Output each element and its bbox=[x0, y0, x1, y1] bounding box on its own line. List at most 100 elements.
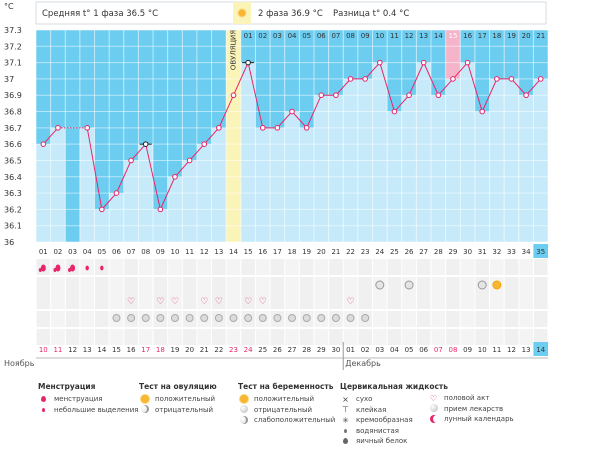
pill-icon bbox=[361, 314, 370, 322]
symptom-cell bbox=[51, 329, 65, 345]
phase1-column-top bbox=[153, 30, 168, 210]
symptom-cell bbox=[460, 311, 475, 327]
symptom-cell bbox=[36, 293, 51, 309]
symptom-cell bbox=[358, 277, 372, 293]
symptom-cell bbox=[255, 293, 270, 309]
temperature-point bbox=[55, 125, 61, 131]
small-drop-icon bbox=[85, 265, 89, 271]
calendar-date: 16 bbox=[127, 346, 136, 354]
symptom-cell bbox=[270, 259, 285, 275]
phase2-column-bottom bbox=[255, 127, 271, 242]
y-tick-label: 36.9 bbox=[4, 91, 22, 100]
legend-label: отрицательный bbox=[254, 405, 313, 414]
symptom-cell bbox=[168, 277, 182, 293]
pill-icon bbox=[273, 314, 282, 322]
calendar-date: 17 bbox=[141, 346, 150, 354]
phase2-column-top bbox=[357, 30, 373, 79]
phase2-day-label: 06 bbox=[317, 32, 326, 40]
cycle-day-label: 22 bbox=[346, 248, 355, 256]
legend-menstruation: Менструация менструация небольшие выделе… bbox=[38, 382, 139, 415]
symptom-cell bbox=[533, 311, 548, 327]
symptom-cell bbox=[416, 259, 431, 275]
cycle-day-label: 28 bbox=[434, 248, 443, 256]
y-tick-label: 36.2 bbox=[4, 205, 22, 214]
symptom-cell bbox=[387, 311, 402, 327]
phase2-column-bottom bbox=[416, 62, 432, 242]
cycle-day-label: 18 bbox=[288, 248, 297, 256]
current-day-cell bbox=[533, 244, 549, 258]
drop-icon bbox=[70, 264, 76, 272]
symptom-cell bbox=[95, 329, 109, 345]
temperature-point bbox=[157, 206, 164, 213]
creamy-icon bbox=[375, 280, 385, 290]
temperature-point bbox=[201, 141, 208, 147]
heart-icon: ♡ bbox=[429, 393, 438, 403]
pill-icon bbox=[112, 314, 121, 322]
symptom-cell bbox=[241, 293, 255, 309]
cycle-day-label: 08 bbox=[141, 248, 150, 256]
phase2-column-bottom bbox=[328, 95, 344, 242]
symptom-cell bbox=[519, 293, 533, 309]
temperature-point bbox=[128, 157, 134, 164]
symptom-cell bbox=[533, 259, 548, 275]
heart-icon: ♡ bbox=[156, 297, 164, 307]
phase1-column-bottom bbox=[182, 160, 197, 242]
symptom-cell bbox=[533, 293, 548, 309]
legend-cervical-title: Цервикальная жидкость bbox=[340, 382, 449, 391]
legend-label: прием лекарств bbox=[444, 404, 504, 413]
symptom-cell bbox=[446, 329, 460, 345]
symptom-cell bbox=[446, 293, 460, 309]
phase1-column-bottom bbox=[123, 160, 139, 242]
calendar-date: 25 bbox=[258, 346, 267, 354]
calendar-date: 01 bbox=[346, 346, 355, 354]
cycle-day-label: 10 bbox=[171, 248, 180, 256]
cycle-day-label: 06 bbox=[112, 248, 121, 256]
legend-label: менструация bbox=[54, 395, 103, 404]
phase2-average: 2 фаза 36.9 °C bbox=[258, 9, 323, 19]
symptom-cell bbox=[372, 259, 387, 275]
symptom-cell bbox=[212, 277, 226, 293]
symptom-cell bbox=[416, 311, 431, 327]
symptom-cell bbox=[475, 329, 490, 345]
legend-label: клейкая bbox=[356, 405, 387, 414]
columns bbox=[36, 30, 549, 243]
cycle-day-label: 34 bbox=[522, 248, 531, 256]
temperature-point bbox=[362, 76, 368, 82]
heart-icon: ♡ bbox=[244, 297, 252, 307]
bbt-chart: Средняя t° 1 фаза 36.5 °C 2 фаза 36.9 °C Р… bbox=[4, 1, 549, 370]
symptom-cell bbox=[314, 277, 329, 293]
symptom-cell bbox=[299, 329, 314, 345]
y-tick-label: 36.6 bbox=[4, 140, 22, 149]
symptom-cell bbox=[109, 293, 124, 309]
phase2-day-label: 18 bbox=[492, 32, 501, 40]
symptom-cell bbox=[299, 293, 314, 309]
cycle-day-label: 05 bbox=[97, 248, 106, 256]
symptom-cell bbox=[343, 259, 358, 275]
symptom-cell bbox=[153, 293, 168, 309]
drop-icon bbox=[68, 268, 72, 272]
temperature-point bbox=[333, 92, 339, 99]
temperature-point bbox=[420, 59, 427, 66]
phase2-column-top bbox=[504, 30, 519, 79]
legend-label: водянистая bbox=[356, 426, 400, 435]
temperature-point bbox=[464, 59, 471, 66]
cycle-day-label: 03 bbox=[68, 248, 77, 256]
symptom-cell bbox=[182, 329, 197, 345]
phase1-column-bottom bbox=[109, 193, 124, 242]
cycle-day-label: 27 bbox=[419, 248, 428, 256]
phase2-column-bottom bbox=[401, 95, 417, 242]
pill-icon bbox=[156, 314, 165, 322]
symptom-cell bbox=[446, 311, 460, 327]
legend-other: ♡ половой акт прием лекарств лунный кален… bbox=[428, 393, 514, 425]
today-cell bbox=[533, 342, 549, 356]
symptom-cell bbox=[80, 277, 95, 293]
phase2-day-label: 01 bbox=[244, 32, 253, 40]
drop-icon bbox=[38, 395, 49, 404]
legend-menstruation-title: Менструация bbox=[38, 382, 96, 391]
phase1-column-empty bbox=[65, 30, 80, 242]
symptom-cell bbox=[65, 277, 80, 293]
symptom-cell bbox=[504, 259, 519, 275]
symptom-cell bbox=[285, 329, 299, 345]
symptom-cell bbox=[519, 311, 533, 327]
legend: Менструация менструация небольшие выделе… bbox=[0, 382, 600, 470]
